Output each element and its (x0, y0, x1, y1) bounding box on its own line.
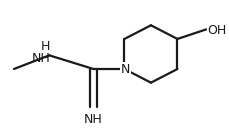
Text: NH: NH (84, 113, 102, 126)
Text: OH: OH (206, 24, 226, 37)
Text: H: H (41, 40, 50, 53)
Text: NH: NH (32, 52, 50, 65)
Text: N: N (120, 63, 130, 76)
